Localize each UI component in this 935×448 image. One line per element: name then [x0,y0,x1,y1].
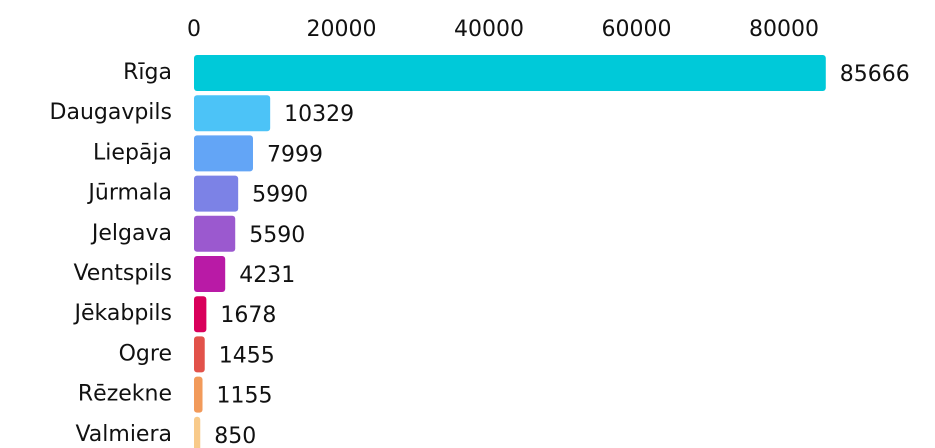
y-tick-label: Daugavpils [50,100,172,125]
bar [194,416,201,448]
bar [194,55,826,91]
x-tick-label: 40000 [454,17,524,42]
x-tick-label: 60000 [602,17,672,42]
x-tick-label: 0 [187,17,201,42]
value-label: 4231 [239,263,295,288]
y-tick-label: Valmiera [75,422,172,447]
y-tick-label: Liepāja [93,140,172,165]
bar [194,256,226,292]
y-tick-label: Rēzekne [78,382,172,407]
value-label: 5590 [249,223,305,248]
bar [194,336,205,373]
bar [194,135,253,172]
value-label: 1455 [219,343,275,368]
value-label: 1678 [220,303,276,328]
x-tick-label: 80000 [749,17,819,42]
bar [194,95,271,132]
value-label: 10329 [284,102,354,127]
y-tick-label: Ogre [119,341,172,366]
value-label: 850 [214,424,256,448]
y-tick-label: Jēkabpils [73,301,172,326]
bar [194,376,203,413]
value-label: 5990 [252,183,308,208]
value-label: 7999 [267,142,323,167]
bar [194,175,239,212]
y-tick-label: Jelgava [90,221,172,246]
y-tick-label: Rīga [123,60,172,85]
value-label: 1155 [217,384,273,409]
y-tick-label: Ventspils [73,261,172,286]
x-tick-label: 20000 [307,17,377,42]
bar [194,296,207,333]
y-tick-label: Jūrmala [86,181,172,206]
bar [194,215,236,252]
value-label: 85666 [840,62,910,87]
